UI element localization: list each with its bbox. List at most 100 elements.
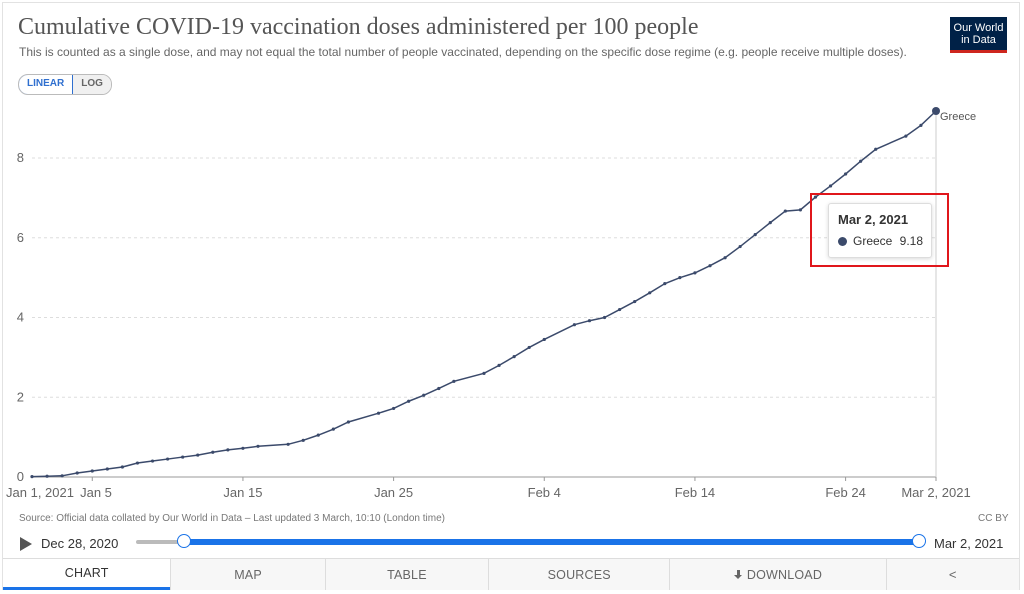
data-point[interactable] <box>783 209 787 213</box>
tab-sources[interactable]: SOURCES <box>488 559 669 590</box>
data-point[interactable] <box>648 291 652 295</box>
series-end-label[interactable]: Greece <box>940 111 976 123</box>
data-point[interactable] <box>813 195 818 199</box>
data-point[interactable] <box>135 461 140 465</box>
data-point[interactable] <box>693 271 697 275</box>
data-point[interactable] <box>120 465 124 469</box>
tooltip-date: Mar 2, 2021 <box>838 212 909 227</box>
data-point[interactable] <box>105 467 109 471</box>
data-point[interactable] <box>90 469 94 473</box>
data-point[interactable] <box>527 345 531 350</box>
data-point[interactable] <box>422 393 426 397</box>
data-point[interactable] <box>932 107 940 115</box>
x-tick-label: Jan 25 <box>374 485 413 500</box>
data-point[interactable] <box>497 363 501 367</box>
tab-table[interactable]: TABLE <box>324 559 488 590</box>
data-point[interactable] <box>768 221 772 225</box>
data-point[interactable] <box>919 123 923 127</box>
linear-scale-button[interactable]: LINEAR <box>18 75 74 94</box>
data-point[interactable] <box>828 184 833 188</box>
data-point[interactable] <box>753 232 757 237</box>
timeline-selected-range[interactable] <box>184 539 919 545</box>
tooltip-value: 9.18 <box>899 234 923 248</box>
source-note[interactable]: Source: Official data collated by Our Wo… <box>19 513 445 524</box>
data-point[interactable] <box>75 471 79 475</box>
tab-share[interactable]: < <box>885 559 1019 590</box>
x-tick-label: Jan 15 <box>223 485 262 500</box>
tab-map-label: MAP <box>234 567 262 582</box>
series-dot-icon <box>838 236 847 246</box>
data-point[interactable] <box>708 264 712 268</box>
data-point[interactable] <box>452 379 456 383</box>
data-point[interactable] <box>316 433 320 437</box>
x-tick-label: Jan 1, 2021 <box>6 485 74 500</box>
data-point[interactable] <box>196 453 200 457</box>
data-point[interactable] <box>723 256 727 260</box>
data-point[interactable] <box>738 244 742 249</box>
tooltip-series: Greece <box>853 234 893 248</box>
timeline-start-label: Dec 28, 2020 <box>41 536 119 551</box>
data-point[interactable] <box>844 172 848 176</box>
data-point[interactable] <box>678 276 682 280</box>
data-point[interactable] <box>633 299 637 304</box>
chart-subtitle: This is counted as a single dose, and ma… <box>19 45 907 59</box>
logo-line-1: Our World <box>953 22 1004 34</box>
data-point[interactable] <box>587 319 592 323</box>
share-icon: < <box>948 567 957 582</box>
data-point[interactable] <box>874 147 878 151</box>
tab-download[interactable]: DOWNLOAD <box>669 559 885 590</box>
data-point[interactable] <box>904 134 908 138</box>
data-point[interactable] <box>60 474 64 478</box>
x-tick-label: Jan 5 <box>80 485 112 500</box>
logo-line-2: in Data <box>961 34 996 46</box>
data-point[interactable] <box>602 315 607 320</box>
x-tick-label: Feb 24 <box>825 485 865 500</box>
data-point[interactable] <box>226 448 230 452</box>
data-point[interactable] <box>346 420 350 424</box>
data-point[interactable] <box>618 307 622 312</box>
tab-sources-label: SOURCES <box>547 567 611 582</box>
data-point[interactable] <box>392 406 396 411</box>
data-point[interactable] <box>301 438 305 442</box>
data-point[interactable] <box>542 337 546 342</box>
tab-chart-label: CHART <box>64 566 109 580</box>
data-point[interactable] <box>407 399 411 403</box>
data-point[interactable] <box>45 474 49 478</box>
tab-bar: CHART MAP TABLE SOURCES DOWNLOAD < <box>3 558 1019 590</box>
log-scale-button[interactable]: LOG <box>73 75 111 94</box>
data-point[interactable] <box>150 459 155 463</box>
data-point[interactable] <box>572 323 577 327</box>
x-tick-label: Feb 14 <box>675 485 715 500</box>
y-tick-label: 0 <box>17 469 24 484</box>
data-point[interactable] <box>286 442 290 446</box>
tab-chart[interactable]: CHART <box>3 559 171 590</box>
y-tick-label: 6 <box>17 230 24 245</box>
license-link[interactable]: CC BY <box>978 513 1009 524</box>
data-point[interactable] <box>376 411 381 415</box>
data-point[interactable] <box>211 450 215 454</box>
data-point[interactable] <box>256 444 260 448</box>
line-chart: 0 2 4 6 8 Jan 1, 2021 Jan 5 Jan 15 Jan 25 Feb 4 Fe… <box>6 107 976 500</box>
timeline-end-label: Mar 2, 2021 <box>934 536 1004 551</box>
data-point[interactable] <box>331 427 335 431</box>
data-point[interactable] <box>30 475 34 479</box>
tab-table-label: TABLE <box>387 567 427 582</box>
data-point[interactable] <box>859 159 863 163</box>
data-point[interactable] <box>482 371 486 375</box>
timeline-track[interactable] <box>136 540 184 544</box>
data-point[interactable] <box>181 455 185 459</box>
data-point[interactable] <box>166 457 170 461</box>
data-point[interactable] <box>798 208 803 212</box>
download-icon <box>733 569 743 580</box>
series-line-greece[interactable] <box>31 110 937 478</box>
play-icon[interactable] <box>20 537 32 551</box>
timeline-end-handle[interactable] <box>912 534 926 548</box>
timeline-start-handle[interactable] <box>177 534 191 548</box>
data-point[interactable] <box>512 354 516 359</box>
chart-title: Cumulative COVID-19 vaccination doses ad… <box>18 14 699 40</box>
owid-logo[interactable]: Our World in Data <box>950 17 1007 53</box>
data-point[interactable] <box>663 282 667 286</box>
tab-map[interactable]: MAP <box>170 559 324 590</box>
data-point[interactable] <box>437 386 441 391</box>
data-point[interactable] <box>241 446 245 450</box>
